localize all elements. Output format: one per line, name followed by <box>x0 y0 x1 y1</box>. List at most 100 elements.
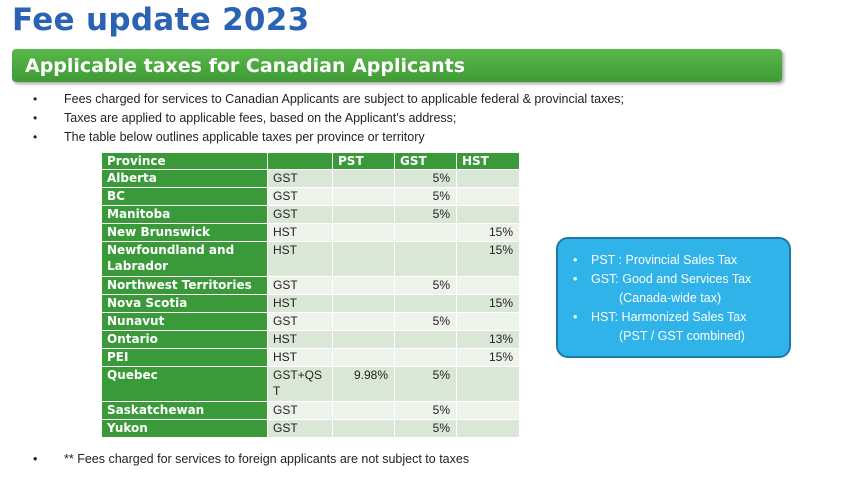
gst-cell <box>394 294 457 313</box>
table-row: Saskatchewan GST 5% <box>101 401 520 420</box>
gst-cell <box>394 330 457 349</box>
gst-cell: 5% <box>394 187 457 206</box>
column-header-gst: GST <box>394 152 457 170</box>
table-row: Yukon GST 5% <box>101 419 520 438</box>
column-header-pst: PST <box>332 152 395 170</box>
table-row: Nunavut GST 5% <box>101 312 520 331</box>
page-title: Fee update 2023 <box>12 2 310 38</box>
province-cell: PEI <box>101 348 268 367</box>
gst-cell: 5% <box>394 419 457 438</box>
legend-text: PST : Provincial Sales Tax <box>591 253 738 267</box>
province-cell: BC <box>101 187 268 206</box>
pst-cell <box>332 241 395 277</box>
gst-cell <box>394 348 457 367</box>
hst-cell: 15% <box>456 294 520 313</box>
hst-cell <box>456 187 520 206</box>
section-banner-title: Applicable taxes for Canadian Applicants <box>25 55 466 77</box>
tax-type-cell: HST <box>267 223 333 242</box>
pst-cell <box>332 169 395 188</box>
table-row: Ontario HST 13% <box>101 330 520 349</box>
bullet-icon: • <box>33 92 38 106</box>
table-row: PEI HST 15% <box>101 348 520 367</box>
table-row: Newfoundland and Labrador HST 15% <box>101 241 520 277</box>
province-cell: Ontario <box>101 330 268 349</box>
table-row: Nova Scotia HST 15% <box>101 294 520 313</box>
table-row: Manitoba GST 5% <box>101 205 520 224</box>
tax-type-cell: GST <box>267 312 333 331</box>
footnote-text: ** Fees charged for services to foreign … <box>64 452 470 466</box>
footnote: • ** Fees charged for services to foreig… <box>33 452 813 471</box>
column-header-tax <box>267 152 333 170</box>
bullet-icon: • <box>573 310 578 324</box>
province-cell: Manitoba <box>101 205 268 224</box>
tax-type-cell: GST+QST <box>267 366 333 402</box>
province-cell: Nova Scotia <box>101 294 268 313</box>
province-cell: New Brunswick <box>101 223 268 242</box>
hst-cell <box>456 401 520 420</box>
gst-cell <box>394 223 457 242</box>
pst-cell <box>332 205 395 224</box>
tax-type-cell: HST <box>267 294 333 313</box>
legend-item: • GST: Good and Services Tax (Canada-wid… <box>558 270 789 308</box>
gst-cell: 5% <box>394 312 457 331</box>
hst-cell <box>456 169 520 188</box>
bullet-icon: • <box>33 452 38 466</box>
province-cell: Newfoundland and Labrador <box>101 241 268 277</box>
gst-cell: 5% <box>394 205 457 224</box>
pst-cell: 9.98% <box>332 366 395 402</box>
pst-cell <box>332 330 395 349</box>
hst-cell <box>456 312 520 331</box>
table-row: Alberta GST 5% <box>101 169 520 188</box>
pst-cell <box>332 294 395 313</box>
table-row: Northwest Territories GST 5% <box>101 276 520 295</box>
bullet-text: Fees charged for services to Canadian Ap… <box>64 92 625 106</box>
hst-cell: 15% <box>456 348 520 367</box>
gst-cell: 5% <box>394 276 457 295</box>
gst-cell: 5% <box>394 401 457 420</box>
tax-type-cell: GST <box>267 187 333 206</box>
pst-cell <box>332 276 395 295</box>
province-cell: Yukon <box>101 419 268 438</box>
tax-type-cell: GST <box>267 276 333 295</box>
tax-type-cell: GST <box>267 419 333 438</box>
bullet-icon: • <box>33 130 38 144</box>
bullet-item: • Taxes are applied to applicable fees, … <box>33 111 813 130</box>
bullet-icon: • <box>573 253 578 267</box>
legend-subtext: (PST / GST combined) <box>619 329 745 343</box>
bullet-icon: • <box>33 111 38 125</box>
gst-cell: 5% <box>394 366 457 402</box>
column-header-province: Province <box>101 152 268 170</box>
legend-subtext: (Canada-wide tax) <box>619 291 722 305</box>
tax-type-cell: GST <box>267 205 333 224</box>
hst-cell <box>456 276 520 295</box>
tax-table: Province PST GST HST Alberta GST 5% BC G… <box>101 152 520 438</box>
pst-cell <box>332 401 395 420</box>
province-cell: Saskatchewan <box>101 401 268 420</box>
pst-cell <box>332 312 395 331</box>
tax-type-cell: HST <box>267 348 333 367</box>
hst-cell <box>456 205 520 224</box>
hst-cell <box>456 419 520 438</box>
bullet-list: • Fees charged for services to Canadian … <box>33 92 813 149</box>
pst-cell <box>332 223 395 242</box>
table-row: New Brunswick HST 15% <box>101 223 520 242</box>
bullet-icon: • <box>573 272 578 286</box>
legend-item: • HST: Harmonized Sales Tax (PST / GST c… <box>558 308 789 346</box>
hst-cell <box>456 366 520 402</box>
hst-cell: 15% <box>456 241 520 277</box>
pst-cell <box>332 348 395 367</box>
column-header-hst: HST <box>456 152 520 170</box>
province-cell: Nunavut <box>101 312 268 331</box>
province-cell: Alberta <box>101 169 268 188</box>
province-cell: Quebec <box>101 366 268 402</box>
tax-type-cell: GST <box>267 401 333 420</box>
table-row: BC GST 5% <box>101 187 520 206</box>
bullet-item: • Fees charged for services to Canadian … <box>33 92 813 111</box>
tax-legend-box: • PST : Provincial Sales Tax • GST: Good… <box>556 237 791 358</box>
table-header-row: Province PST GST HST <box>101 152 520 170</box>
pst-cell <box>332 419 395 438</box>
legend-text: HST: Harmonized Sales Tax <box>591 310 747 324</box>
tax-type-cell: HST <box>267 241 333 277</box>
bullet-text: Taxes are applied to applicable fees, ba… <box>64 111 457 125</box>
gst-cell <box>394 241 457 277</box>
